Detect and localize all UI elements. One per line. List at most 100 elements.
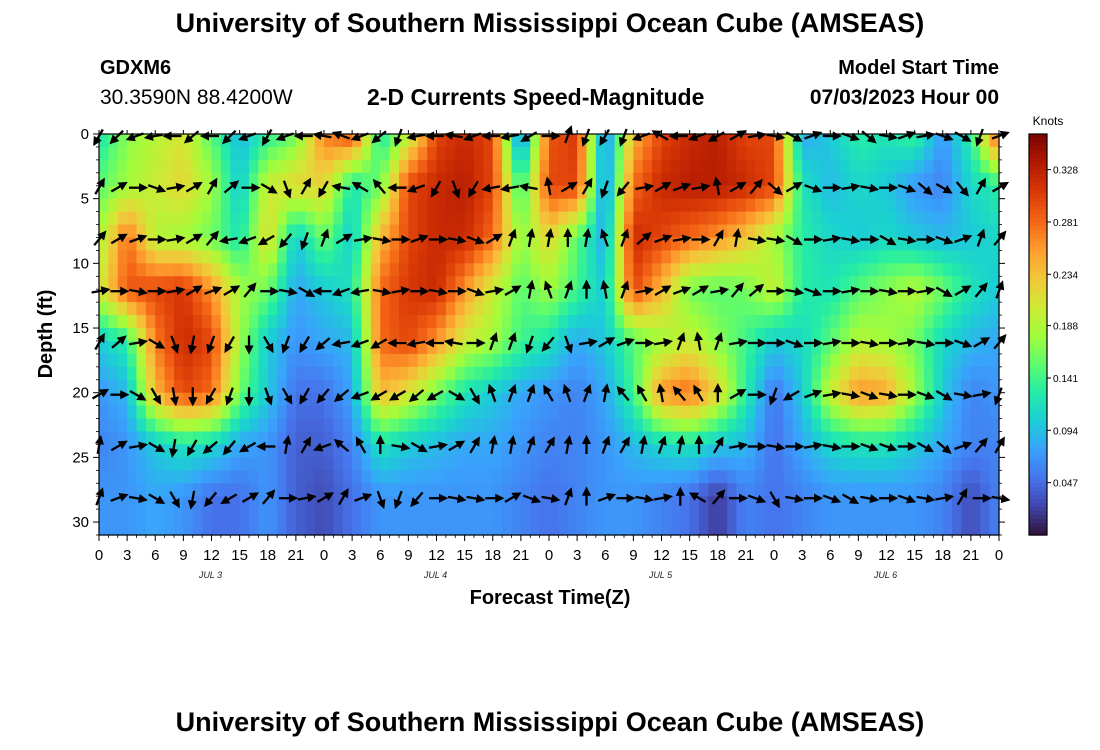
heatmap-cell bbox=[511, 146, 522, 161]
heatmap-cell bbox=[942, 418, 953, 433]
heatmap-cell bbox=[530, 509, 541, 523]
heatmap-cell bbox=[895, 237, 906, 252]
heatmap-cell bbox=[127, 224, 138, 239]
heatmap-cell bbox=[642, 224, 653, 239]
heatmap-cell bbox=[127, 522, 138, 536]
heatmap-cell bbox=[755, 134, 766, 148]
heatmap-cell bbox=[314, 315, 325, 329]
colorbar-segment bbox=[1029, 522, 1047, 528]
heatmap-cell bbox=[286, 379, 297, 394]
heatmap-cell bbox=[380, 328, 391, 342]
heatmap-cell bbox=[164, 146, 175, 161]
heatmap-cell bbox=[708, 328, 719, 342]
heatmap-cell bbox=[408, 198, 419, 213]
colorbar-segment bbox=[1029, 346, 1047, 352]
heatmap-cell bbox=[192, 185, 203, 200]
heatmap-cell bbox=[577, 302, 588, 316]
heatmap-cell bbox=[502, 470, 513, 484]
heatmap-cell bbox=[417, 328, 428, 342]
heatmap-cell bbox=[145, 483, 156, 497]
heatmap-cell bbox=[211, 146, 222, 161]
heatmap-cell bbox=[914, 457, 925, 471]
heatmap-cell bbox=[736, 159, 747, 174]
heatmap-cell bbox=[464, 340, 475, 355]
heatmap-cell bbox=[174, 211, 184, 226]
heatmap-cell bbox=[361, 496, 372, 510]
heatmap-cell bbox=[230, 198, 241, 213]
heatmap-cell bbox=[324, 198, 334, 213]
heatmap-cell bbox=[483, 431, 494, 446]
heatmap-cell bbox=[361, 483, 372, 497]
heatmap-cell bbox=[624, 444, 634, 458]
heatmap-cell bbox=[202, 263, 213, 277]
heatmap-cell bbox=[530, 470, 541, 484]
heatmap-cell bbox=[370, 198, 381, 213]
heatmap-cell bbox=[558, 340, 569, 355]
heatmap-cell bbox=[595, 392, 606, 407]
x-tick-label: 18 bbox=[934, 547, 951, 564]
heatmap-cell bbox=[886, 198, 897, 213]
heatmap-cell bbox=[220, 289, 231, 303]
heatmap-cell bbox=[755, 353, 766, 368]
heatmap-cell bbox=[502, 289, 513, 303]
heatmap-cell bbox=[277, 509, 288, 523]
heatmap-cell bbox=[708, 444, 719, 458]
heatmap-cell bbox=[595, 315, 606, 329]
heatmap-cell bbox=[670, 353, 681, 368]
heatmap-cell bbox=[408, 146, 419, 161]
heatmap-cell bbox=[492, 159, 503, 174]
heatmap-cell bbox=[361, 379, 372, 394]
heatmap-cell bbox=[755, 340, 766, 355]
heatmap-cell bbox=[183, 159, 194, 174]
heatmap-cell bbox=[652, 315, 663, 329]
heatmap-cell bbox=[436, 522, 447, 536]
heatmap-cell bbox=[277, 328, 288, 342]
heatmap-cell bbox=[924, 405, 934, 420]
heatmap-cell bbox=[680, 224, 691, 239]
heatmap-cell bbox=[699, 198, 709, 213]
heatmap-cell bbox=[483, 353, 494, 368]
current-arrow bbox=[410, 441, 428, 453]
heatmap-cell bbox=[858, 159, 869, 174]
heatmap-cell bbox=[220, 224, 231, 239]
heatmap-cell bbox=[774, 276, 784, 290]
heatmap-cell bbox=[942, 457, 953, 471]
heatmap-cell bbox=[905, 457, 916, 471]
heatmap-cell bbox=[961, 405, 972, 420]
heatmap-cell bbox=[567, 522, 578, 536]
heatmap-cell bbox=[427, 457, 438, 471]
heatmap-cell bbox=[877, 250, 888, 264]
colorbar-segment bbox=[1029, 518, 1047, 524]
heatmap-cell bbox=[192, 457, 203, 471]
heatmap-cell bbox=[539, 211, 550, 226]
heatmap-cell bbox=[399, 302, 409, 316]
heatmap-cell bbox=[502, 509, 513, 523]
heatmap-cell bbox=[267, 263, 278, 277]
heatmap-cell bbox=[652, 263, 663, 277]
heatmap-cell bbox=[183, 198, 194, 213]
current-arrow bbox=[748, 283, 765, 297]
heatmap-cell bbox=[980, 185, 991, 200]
heatmap-cell bbox=[886, 185, 897, 200]
heatmap-cell bbox=[399, 237, 409, 252]
heatmap-cell bbox=[830, 237, 841, 252]
current-arrow bbox=[224, 335, 235, 354]
current-arrow bbox=[600, 180, 609, 199]
heatmap-cell bbox=[342, 457, 353, 471]
heatmap-cell bbox=[792, 250, 803, 264]
heatmap-cell bbox=[605, 470, 616, 484]
heatmap-cell bbox=[717, 444, 728, 458]
heatmap-cell bbox=[483, 172, 494, 187]
heatmap-cell bbox=[539, 250, 550, 264]
heatmap-cell bbox=[99, 392, 109, 407]
colorbar-segment bbox=[1029, 506, 1047, 512]
heatmap-cell bbox=[549, 509, 559, 523]
heatmap-cell bbox=[652, 289, 663, 303]
heatmap-cell bbox=[867, 198, 878, 213]
current-arrow bbox=[110, 233, 128, 245]
heatmap-cell bbox=[699, 353, 709, 368]
current-arrow bbox=[785, 287, 805, 297]
heatmap-cell bbox=[942, 405, 953, 420]
heatmap-cell bbox=[445, 496, 456, 510]
heatmap-cell bbox=[286, 418, 297, 433]
